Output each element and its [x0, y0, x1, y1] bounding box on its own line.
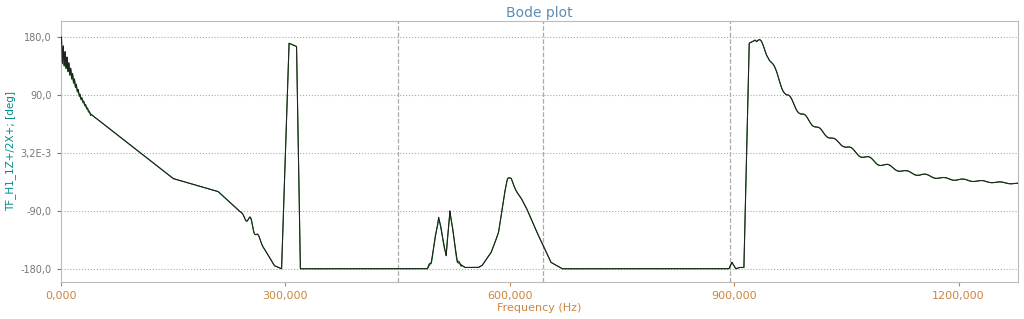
Y-axis label: TF_H1_1Z+/2X+; [deg]: TF_H1_1Z+/2X+; [deg]	[5, 91, 16, 211]
Title: Bode plot: Bode plot	[506, 5, 573, 19]
X-axis label: Frequency (Hz): Frequency (Hz)	[498, 303, 582, 314]
